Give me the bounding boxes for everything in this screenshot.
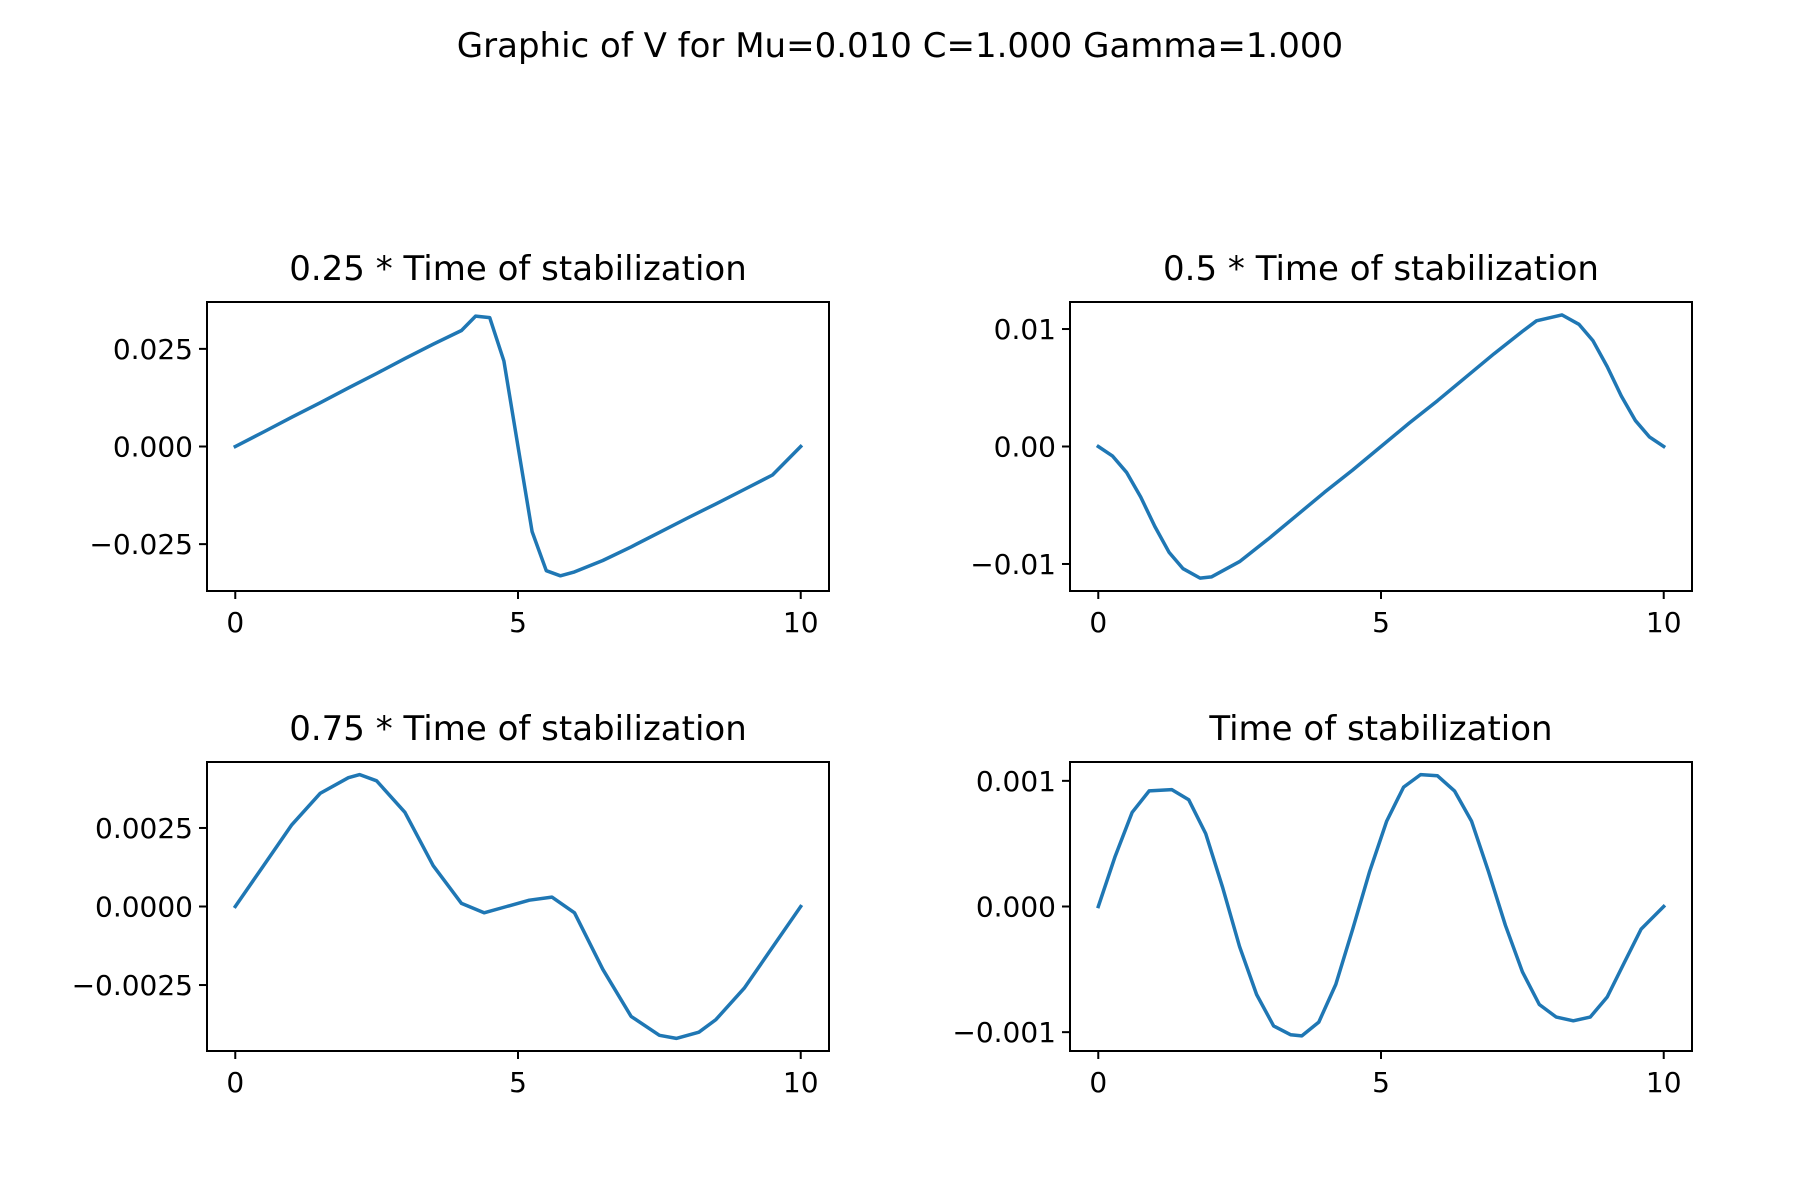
subplot-4-ytick-label-2: 0.001 <box>976 765 1056 798</box>
subplot-2: 0.5 * Time of stabilization 0 5 10 −0.01 0.0… <box>970 249 1693 639</box>
subplot-3-ytick-label-1: 0.0000 <box>95 891 193 924</box>
subplot-1: 0.25 * Time of stabilization 0 5 10 −0.025 0… <box>89 249 830 639</box>
subplot-3-xtick-label-0: 0 <box>226 1066 244 1099</box>
subplot-1-title: 0.25 * Time of stabilization <box>289 249 747 289</box>
subplot-4-xtick-label-0: 0 <box>1089 1066 1107 1099</box>
subplot-2-title: 0.5 * Time of stabilization <box>1163 249 1599 289</box>
subplot-3-ytick-label-0: −0.0025 <box>72 969 193 1002</box>
subplot-2-xtick-label-2: 10 <box>1646 606 1682 639</box>
subplot-4-title: Time of stabilization <box>1208 709 1552 749</box>
subplot-4: Time of stabilization 0 5 10 −0.001 0.000 0.0… <box>952 709 1693 1099</box>
subplot-2-xtick-label-1: 5 <box>1372 606 1390 639</box>
subplot-1-series-line-0 <box>232 314 804 578</box>
subplot-2-frame <box>1069 301 1693 592</box>
subplot-4-ytick-label-0: −0.001 <box>952 1016 1056 1049</box>
subplot-4-xtick-label-2: 10 <box>1646 1066 1682 1099</box>
subplot-3-ytick-label-2: 0.0025 <box>95 812 193 845</box>
subplot-3: 0.75 * Time of stabilization 0 5 10 −0.0025… <box>72 709 830 1099</box>
subplot-1-xtick-label-1: 5 <box>509 606 527 639</box>
subplot-2-series-line-0 <box>1095 313 1667 580</box>
subplot-1-frame <box>206 301 830 592</box>
subplot-4-series-line-0 <box>1096 772 1667 1038</box>
subplot-2-ytick-label-2: 0.01 <box>994 313 1056 346</box>
subplot-4-xtick-label-1: 5 <box>1372 1066 1390 1099</box>
subplot-3-xtick-label-2: 10 <box>783 1066 819 1099</box>
subplot-2-ytick-label-0: −0.01 <box>970 548 1056 581</box>
figure-title: Graphic of V for Mu=0.010 C=1.000 Gamma=… <box>457 26 1343 66</box>
subplot-2-xtick-label-0: 0 <box>1089 606 1107 639</box>
subplot-4-frame <box>1069 761 1693 1052</box>
subplot-1-ytick-label-1: 0.000 <box>113 431 193 464</box>
subplot-4-ytick-label-1: 0.000 <box>976 891 1056 924</box>
subplot-3-frame <box>206 761 830 1052</box>
subplot-3-xtick-label-1: 5 <box>509 1066 527 1099</box>
subplot-3-title: 0.75 * Time of stabilization <box>289 709 747 749</box>
subplot-3-series-line-0 <box>232 772 804 1041</box>
subplot-1-ytick-label-0: −0.025 <box>89 528 193 561</box>
subplot-1-ytick-label-2: 0.025 <box>113 333 193 366</box>
subplot-2-ytick-label-1: 0.00 <box>994 431 1056 464</box>
subplot-1-xtick-label-0: 0 <box>226 606 244 639</box>
subplot-1-xtick-label-2: 10 <box>783 606 819 639</box>
